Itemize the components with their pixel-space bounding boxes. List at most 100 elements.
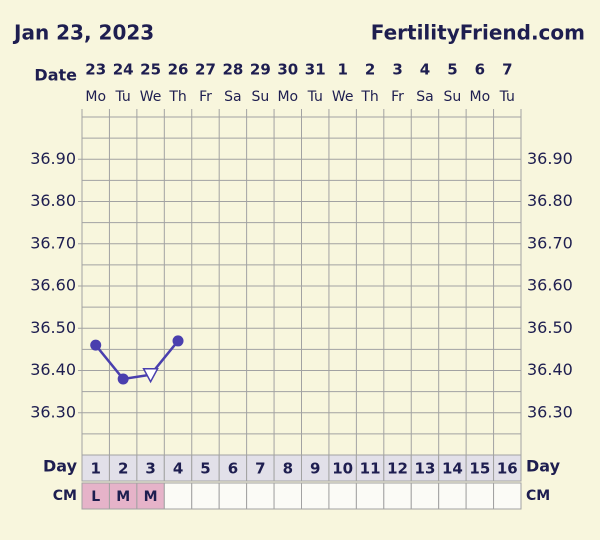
date: 29	[250, 61, 271, 79]
y-tick-label: 36.70	[527, 233, 573, 252]
cm-cell	[465, 482, 495, 510]
date: 26	[168, 61, 189, 79]
cm-cell	[136, 482, 165, 510]
day-number: 4	[173, 460, 183, 478]
cm-cell	[191, 482, 220, 510]
cm-cell	[410, 482, 440, 510]
day-label: Day	[43, 457, 78, 476]
day-cell	[246, 454, 275, 482]
cm-cell	[355, 482, 385, 510]
date: 4	[420, 61, 430, 79]
cm-value: M	[144, 489, 158, 505]
date: 24	[113, 61, 134, 79]
cm-cell	[218, 482, 248, 510]
date: 2	[365, 61, 375, 79]
y-tick-label: 36.60	[527, 276, 573, 295]
day-cell	[328, 454, 357, 482]
date: 1	[337, 61, 347, 79]
day-number: 10	[332, 460, 353, 478]
weekday: Sa	[416, 89, 433, 105]
date: 6	[475, 61, 485, 79]
temperature-marker	[142, 367, 159, 384]
y-tick-label: 36.30	[527, 402, 573, 421]
day-number: 16	[497, 460, 518, 478]
y-tick-label: 36.90	[30, 149, 76, 168]
cm-cell	[383, 482, 412, 510]
day-cell	[493, 454, 522, 482]
weekday: Mo	[277, 89, 298, 105]
day-cell	[163, 454, 193, 482]
weekday: Sa	[224, 89, 241, 105]
day-label: Day	[526, 457, 561, 476]
y-tick-label: 36.80	[527, 191, 573, 210]
cm-cell	[246, 482, 275, 510]
date: 27	[195, 61, 216, 79]
day-number: 12	[387, 460, 408, 478]
day-cell	[438, 454, 467, 482]
cm-cell	[301, 482, 330, 510]
day-number: 11	[360, 460, 381, 478]
day-cell	[355, 454, 385, 482]
weekday: Tu	[115, 89, 131, 105]
cm-cell	[108, 482, 138, 510]
weekday: Tu	[499, 89, 515, 105]
y-tick-label: 36.40	[30, 360, 76, 379]
weekday: Mo	[470, 89, 491, 105]
weekday: Su	[444, 89, 462, 105]
date: 3	[392, 61, 402, 79]
date: 23	[85, 61, 106, 79]
date: 30	[277, 61, 298, 79]
day-cell	[383, 454, 412, 482]
date: 7	[502, 61, 512, 79]
day-number: 8	[283, 460, 293, 478]
day-cell	[301, 454, 330, 482]
date: 5	[447, 61, 457, 79]
y-tick-label: 36.80	[30, 191, 76, 210]
date: 28	[222, 61, 243, 79]
cm-value: M	[116, 489, 130, 505]
day-number: 14	[442, 460, 463, 478]
y-tick-label: 36.50	[527, 318, 573, 337]
cm-cell	[493, 482, 522, 510]
cm-label: CM	[526, 488, 550, 504]
date: 31	[305, 61, 326, 79]
weekday: Th	[168, 89, 186, 105]
day-cell	[218, 454, 248, 482]
temperature-line	[94, 340, 180, 381]
day-number: 3	[145, 460, 155, 478]
cm-value: L	[91, 489, 100, 505]
day-number: 9	[310, 460, 320, 478]
weekday: Su	[251, 89, 269, 105]
y-tick-label: 36.90	[527, 149, 573, 168]
cm-cell	[81, 482, 110, 510]
cm-label: CM	[53, 488, 77, 504]
weekday: We	[140, 89, 162, 105]
day-number: 6	[228, 460, 238, 478]
weekday: We	[332, 89, 354, 105]
temperature-marker	[172, 335, 184, 347]
day-number: 1	[91, 460, 101, 478]
day-number: 5	[200, 460, 210, 478]
day-number: 15	[469, 460, 490, 478]
weekday: Tu	[307, 89, 323, 105]
day-number: 2	[118, 460, 128, 478]
date-label: Date	[34, 66, 77, 85]
day-cell	[273, 454, 302, 482]
cm-cell	[328, 482, 357, 510]
chart-title: Jan 23, 2023	[12, 21, 154, 45]
weekday: Th	[360, 89, 378, 105]
y-tick-label: 36.40	[527, 360, 573, 379]
site-name: FertilityFriend.com	[371, 21, 585, 45]
y-tick-label: 36.70	[30, 233, 76, 252]
weekday: Fr	[391, 89, 404, 105]
y-tick-label: 36.30	[30, 402, 76, 421]
weekday: Mo	[85, 89, 106, 105]
cm-cell	[438, 482, 467, 510]
date: 25	[140, 61, 161, 79]
cm-cell	[273, 482, 302, 510]
y-tick-label: 36.50	[30, 318, 76, 337]
y-tick-label: 36.60	[30, 276, 76, 295]
cm-cell	[163, 482, 193, 510]
